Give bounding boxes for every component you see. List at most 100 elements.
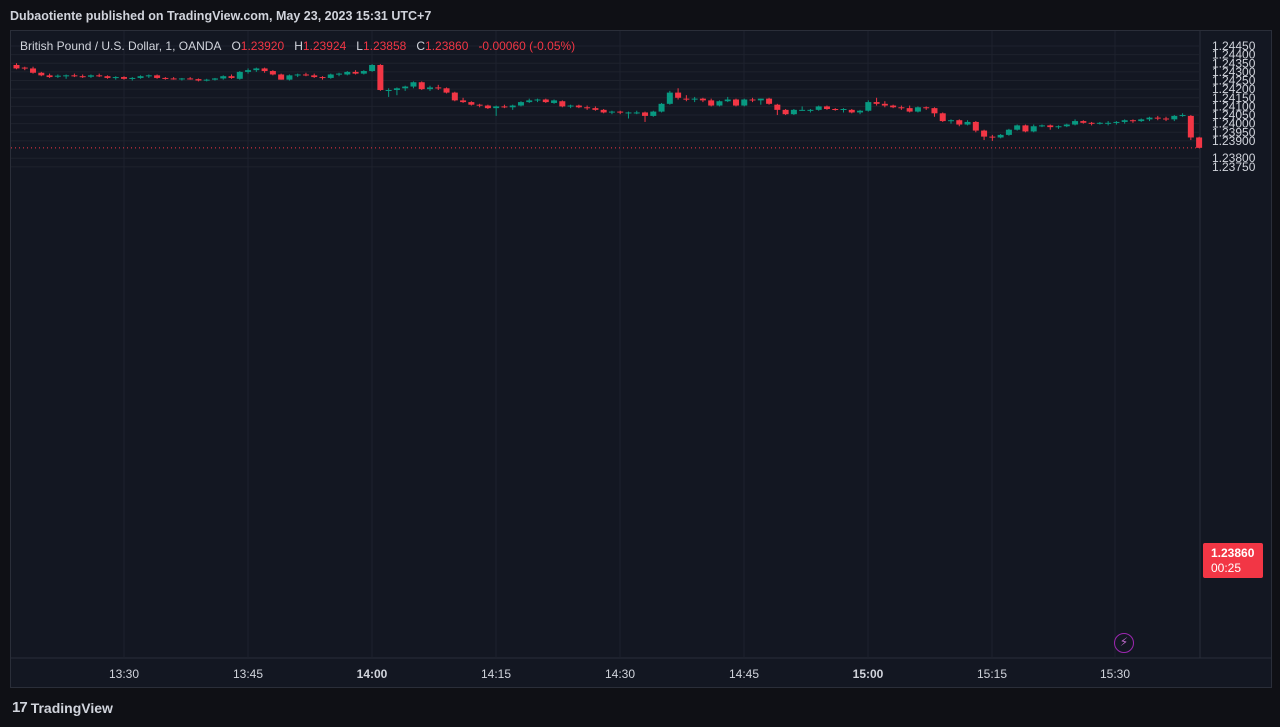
ohlc-legend: British Pound / U.S. Dollar, 1, OANDA O1… [20, 39, 575, 53]
candle-down [592, 108, 599, 110]
candle-up [840, 108, 847, 110]
y-tick-label: 1.24450 [1212, 39, 1256, 53]
candle-down [460, 100, 467, 103]
candle-up [666, 92, 673, 104]
candle-up [360, 71, 367, 74]
low-label: L [356, 39, 363, 53]
candle-down [311, 75, 318, 78]
candle-down [617, 111, 624, 113]
candle-down [1187, 115, 1194, 138]
candle-up [236, 71, 243, 79]
candle-down [1196, 137, 1203, 148]
candle-down [989, 136, 996, 138]
candle-up [1121, 120, 1128, 122]
candle-up [327, 74, 334, 78]
candle-down [766, 98, 773, 104]
candle-down [21, 67, 28, 69]
candle-up [253, 68, 260, 71]
candle-up [1138, 119, 1145, 122]
x-tick-label: 13:45 [233, 667, 263, 681]
candle-down [13, 64, 20, 69]
candle-up [650, 111, 657, 116]
candle-up [807, 109, 814, 111]
candle-up [1072, 121, 1079, 125]
y-tick-label: 1.23800 [1212, 151, 1256, 165]
candle-up [914, 107, 921, 112]
candle-down [956, 120, 963, 125]
x-tick-label: 15:00 [853, 667, 884, 681]
candle-down [418, 82, 425, 90]
candle-up [54, 75, 61, 77]
candle-down [600, 109, 607, 113]
candle-up [87, 75, 94, 77]
candle-down [377, 64, 384, 91]
candle-down [476, 104, 483, 106]
y-tick-label: 1.24350 [1212, 56, 1256, 70]
candle-down [501, 106, 508, 108]
candle-down [468, 102, 475, 105]
candle-down [38, 72, 45, 76]
high-value: 1.23924 [302, 39, 347, 53]
candle-down [749, 99, 756, 101]
candle-up [63, 75, 70, 77]
candle-up [145, 75, 152, 77]
candle-up [129, 77, 136, 79]
last-price-value: 1.23860 [1211, 546, 1255, 560]
close-label: C [416, 39, 426, 53]
candle-up [294, 74, 301, 76]
candle-up [1014, 125, 1021, 130]
candle-down [782, 109, 789, 115]
publish-info: Dubaotiente published on TradingView.com… [10, 9, 432, 23]
candle-down [732, 99, 739, 106]
tradingview-logo-mark: 17 [12, 699, 28, 716]
candle-down [575, 105, 582, 108]
candle-up [427, 87, 433, 90]
candle-up [691, 98, 698, 100]
candle-up [286, 75, 293, 80]
candle-up [220, 76, 227, 79]
candle-up [1105, 122, 1112, 124]
x-tick-label: 14:45 [729, 667, 759, 681]
candle-down [443, 88, 450, 93]
candle-up [658, 103, 665, 112]
high-label: H [294, 39, 303, 53]
candle-up [112, 77, 119, 79]
candle-up [1179, 115, 1186, 117]
candle-up [1096, 122, 1103, 124]
candle-down [873, 102, 880, 104]
candle-up [402, 86, 409, 89]
tradingview-logo[interactable]: 17 TradingView [12, 699, 113, 716]
candle-up [724, 99, 731, 102]
candle-down [187, 78, 194, 80]
y-tick-label: 1.23900 [1212, 134, 1256, 148]
tradingview-brand-text: TradingView [30, 699, 113, 716]
candle-up [608, 111, 615, 113]
candle-down [774, 104, 781, 110]
chart-frame[interactable] [10, 30, 1272, 688]
candle-down [319, 77, 326, 79]
y-tick-label: 1.24300 [1212, 65, 1256, 79]
candle-down [1163, 118, 1170, 120]
candle-up [344, 71, 351, 75]
lightning-icon[interactable]: ⚡ [1114, 633, 1134, 653]
bar-countdown: 00:25 [1211, 561, 1242, 575]
candle-down [154, 75, 161, 78]
candle-down [923, 107, 930, 109]
candle-up [716, 101, 723, 106]
candle-down [906, 108, 913, 112]
candle-up [517, 102, 524, 106]
y-tick-label: 1.24100 [1212, 99, 1256, 113]
candle-down [683, 98, 690, 100]
candle-down [675, 92, 682, 98]
candle-down [170, 78, 177, 80]
candle-up [1146, 117, 1153, 120]
close-value: 1.23860 [425, 39, 469, 53]
candle-up [493, 106, 500, 109]
candle-up [1113, 121, 1120, 123]
candle-up [948, 120, 955, 122]
candle-up [757, 98, 764, 101]
x-tick-label: 15:15 [977, 667, 1007, 681]
candle-up [997, 134, 1004, 138]
symbol-label[interactable]: British Pound / U.S. Dollar, 1, OANDA [20, 39, 222, 53]
